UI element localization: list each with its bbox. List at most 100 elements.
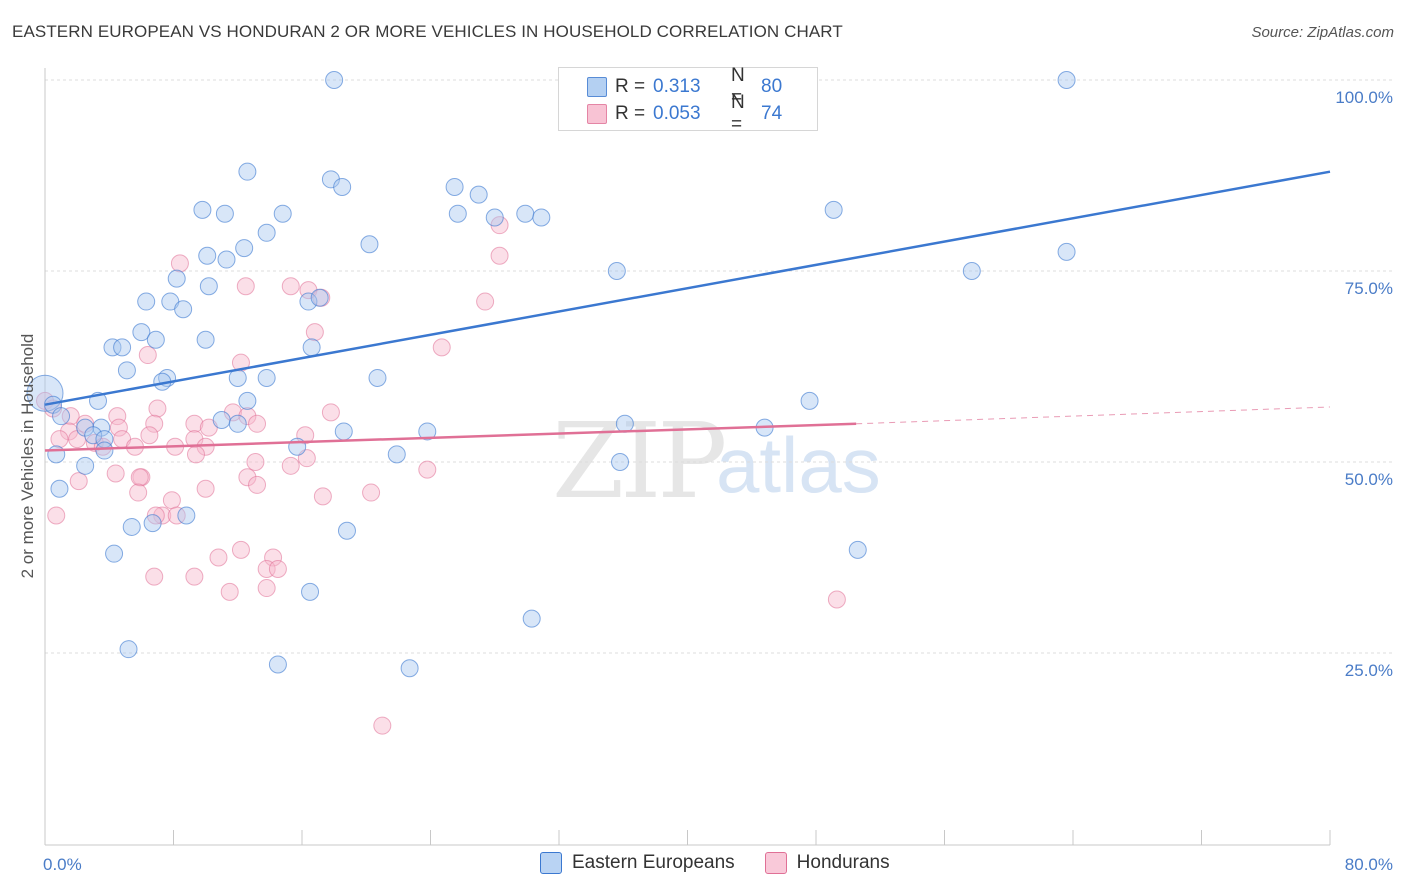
eastern-point [228,414,247,433]
honduran-point [490,246,509,265]
honduran-point [297,449,316,468]
honduran-point [238,468,257,487]
eastern-point [611,453,630,471]
eastern-point [196,330,215,349]
eastern-point [522,609,541,628]
honduran-point [264,548,283,567]
eastern-point [84,426,103,445]
eastern-point [137,292,156,311]
honduran-point [50,430,69,449]
legend-r-label: R = [615,76,646,97]
honduran-point [145,414,164,433]
honduran-point [236,277,255,296]
eastern-point [50,479,69,498]
eastern-point [212,410,231,429]
honduran-point [268,559,287,578]
legend-n-label: N = [731,65,745,108]
legend-n-label: N = [731,92,745,135]
honduran-points [36,216,846,735]
eastern-point [174,300,193,319]
honduran-point [148,399,167,418]
y-tick-label: 100.0% [1335,88,1393,107]
watermark-zip: ZIP [552,400,727,522]
eastern-point [198,246,217,265]
chart-title: EASTERN EUROPEAN VS HONDURAN 2 OR MORE V… [12,22,843,41]
eastern-point [143,514,162,533]
eastern-trend-line [44,170,1331,406]
y-tick-label: 25.0% [1345,661,1393,680]
eastern-point [103,338,122,357]
eastern-point [448,204,467,223]
eastern-point [95,441,114,460]
eastern-point [368,368,387,387]
eastern-point [360,235,379,254]
legend-n-value: 80 [761,76,783,97]
eastern-point [299,292,318,311]
eastern-point [387,445,406,464]
bottom-legend-swatch-eastern [540,852,562,874]
honduran-point [185,567,204,586]
honduran-point [162,491,181,510]
eastern-point [52,407,71,426]
y-tick-label: 75.0% [1345,279,1393,298]
honduran-point [238,407,257,426]
honduran-point [153,506,172,525]
eastern-point [215,204,234,223]
eastern-point [325,71,344,89]
eastern-point [532,208,551,227]
eastern-point [199,277,218,296]
honduran-point [231,353,250,372]
x-tick-label: 0.0% [43,855,82,874]
honduran-point [140,426,159,445]
honduran-point [231,540,250,559]
honduran-point [476,292,495,311]
honduran-point [129,483,148,502]
honduran-point [185,414,204,433]
legend-swatch-honduran [587,104,607,124]
eastern-point [615,414,634,433]
eastern-point [824,200,843,219]
eastern-point [76,456,95,475]
eastern-point [333,177,352,196]
honduran-point [186,445,205,464]
eastern-point [962,262,981,280]
eastern-point [122,517,141,536]
bottom-legend-eastern: Eastern Europeans [540,852,735,874]
honduran-point [321,403,340,422]
eastern-point [268,655,287,674]
eastern-point [516,204,535,223]
legend-row-honduran: R = 0.053 N = 74 [587,92,782,135]
eastern-point [337,521,356,540]
tick-labels: 100.0% 75.0% 50.0% 25.0% 0.0% 80.0% [43,88,1393,874]
honduran-point [69,472,88,491]
bottom-legend-label-honduran: Hondurans [796,852,890,873]
eastern-point [113,338,132,357]
eastern-point [146,330,165,349]
eastern-points [26,71,1076,678]
honduran-point [145,567,164,586]
honduran-point [170,254,189,273]
y-axis-label: 2 or more Vehicles in Household [18,334,37,579]
eastern-point [105,544,124,563]
eastern-point [119,640,138,659]
honduran-point [61,407,80,426]
bottom-legend-label-eastern: Eastern Europeans [572,852,735,873]
eastern-point [235,239,254,258]
honduran-point [305,323,324,342]
honduran-point [167,506,186,525]
eastern-point [1057,242,1076,261]
eastern-point [117,361,136,380]
watermark-atlas: atlas [716,421,881,509]
eastern-point [273,204,292,223]
honduran-point [281,277,300,296]
eastern-point [800,391,819,410]
eastern-point [400,659,419,678]
honduran-point [209,548,228,567]
honduran-point [362,483,381,502]
eastern-point [310,288,329,307]
eastern-point [1057,71,1076,89]
honduran-trend-line [44,422,857,452]
honduran-point [248,414,267,433]
eastern-point [607,262,626,280]
